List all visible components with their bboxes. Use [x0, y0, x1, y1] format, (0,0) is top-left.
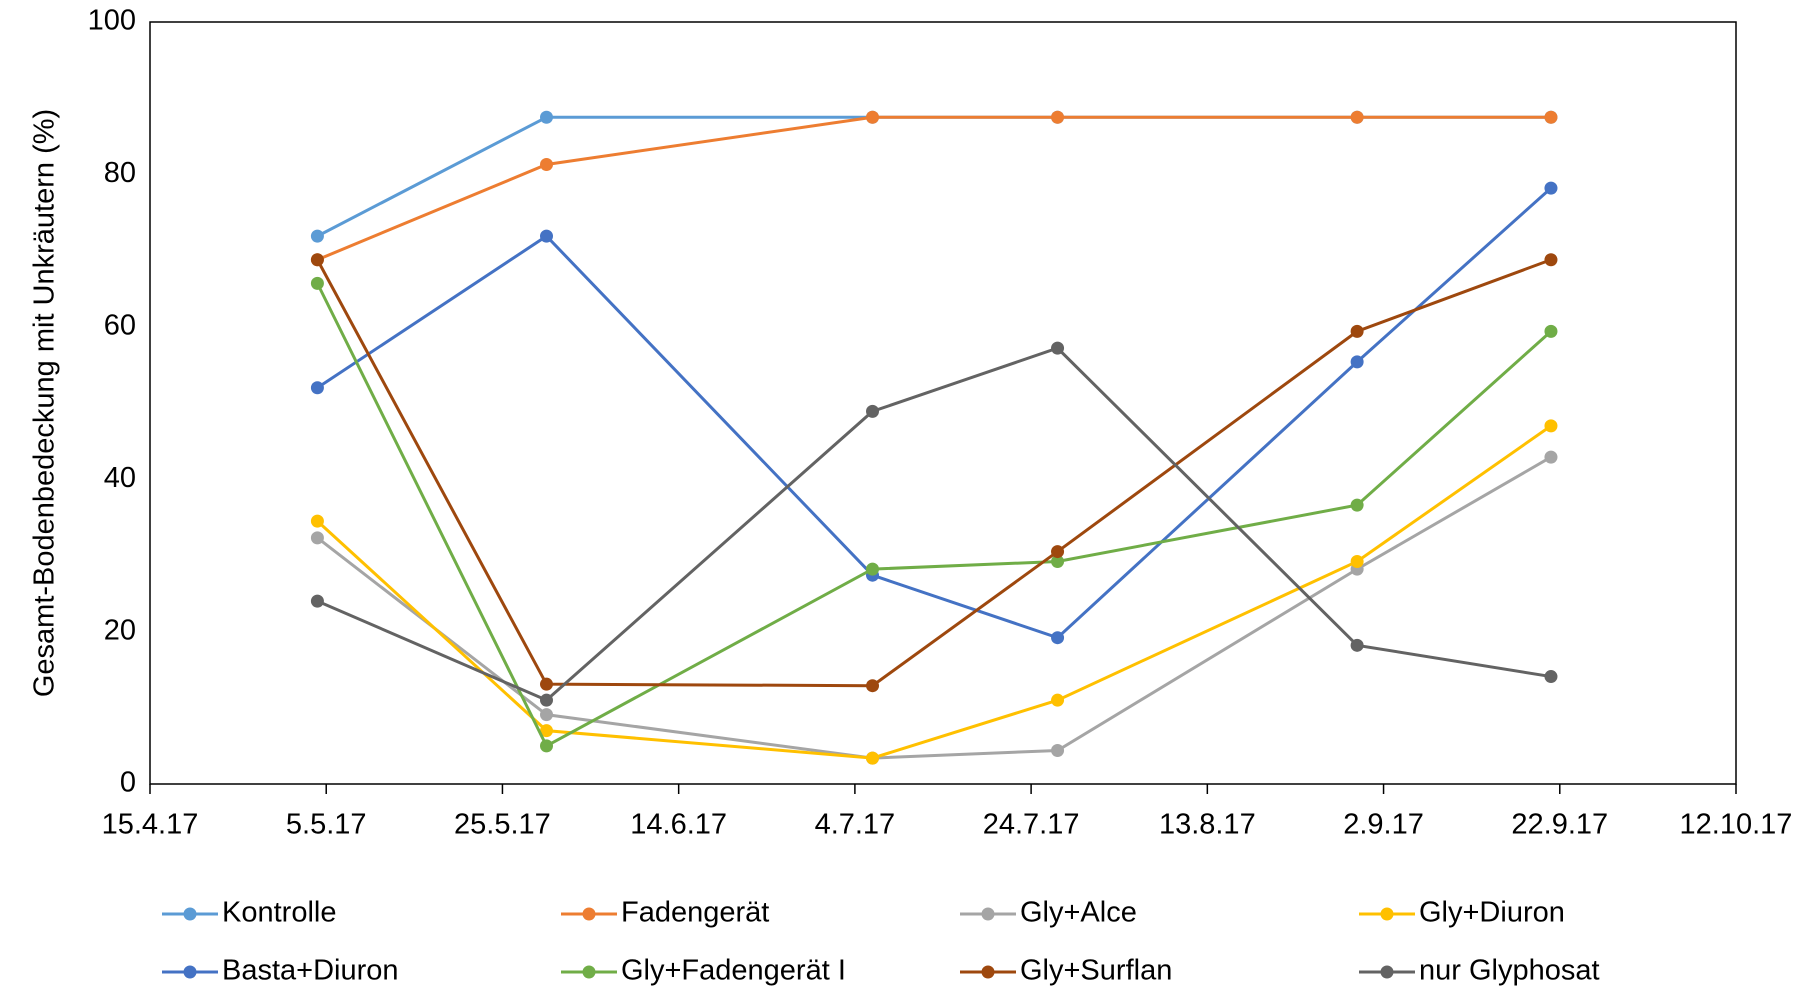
- data-point: [310, 531, 324, 545]
- legend-marker: [1380, 907, 1394, 921]
- x-tick-label: 25.5.17: [454, 809, 551, 841]
- data-point: [540, 677, 553, 691]
- legend-marker: [582, 907, 596, 921]
- data-point: [1350, 498, 1364, 512]
- data-point: [1544, 253, 1558, 267]
- series-line: [316, 346, 1552, 702]
- data-point: [310, 253, 324, 267]
- data-point: [1350, 554, 1364, 568]
- data-point: [866, 110, 880, 124]
- data-point: [310, 381, 324, 395]
- x-tick-label: 5.5.17: [286, 809, 367, 841]
- x-tick-label: 12.10.17: [1680, 809, 1793, 841]
- legend-label: Fadengerät: [621, 897, 769, 929]
- legend-label: Gly+Fadengerät I: [621, 955, 846, 987]
- legend-marker: [183, 907, 197, 921]
- data-point: [540, 157, 553, 171]
- legend-label: Gly+Diuron: [1419, 897, 1565, 929]
- x-tick-label: 24.7.17: [983, 809, 1080, 841]
- x-tick-label: 4.7.17: [815, 809, 896, 841]
- data-point: [1350, 110, 1364, 124]
- legend-marker: [981, 965, 995, 979]
- y-tick-label: 40: [104, 462, 136, 494]
- data-point: [866, 562, 880, 576]
- series-line: [316, 115, 1551, 238]
- data-point: [866, 404, 880, 418]
- data-point: [540, 693, 553, 707]
- data-point: [1544, 181, 1558, 195]
- y-axis-label: Gesamt-Bodenbedeckung mit Unkräutern (%): [29, 109, 61, 697]
- y-tick-label: 60: [104, 309, 136, 341]
- y-tick-label: 20: [104, 614, 136, 646]
- series-line: [316, 455, 1552, 760]
- series-line: [316, 258, 1552, 688]
- legend-label: Gly+Surflan: [1020, 955, 1172, 987]
- series-line: [316, 115, 1551, 262]
- data-point: [540, 229, 553, 243]
- plot-frame: [149, 21, 1737, 785]
- x-tick-label: 15.4.17: [102, 809, 199, 841]
- legend-label: nur Glyphosat: [1419, 955, 1600, 987]
- legend-marker: [582, 965, 596, 979]
- data-point: [1051, 554, 1065, 568]
- data-point: [1350, 324, 1364, 338]
- data-point: [540, 110, 553, 124]
- data-point: [310, 514, 324, 528]
- data-point: [310, 276, 324, 290]
- data-point: [310, 229, 324, 243]
- data-point: [866, 679, 880, 693]
- legend-label: Basta+Diuron: [222, 955, 399, 987]
- legend-label: Gly+Alce: [1020, 897, 1137, 929]
- data-point: [1051, 341, 1065, 355]
- series-line: [316, 282, 1552, 748]
- legend-marker: [981, 907, 995, 921]
- y-tick-label: 0: [120, 767, 136, 799]
- data-point: [1544, 419, 1558, 433]
- x-tick-label: 13.8.17: [1159, 809, 1256, 841]
- data-point: [1051, 545, 1065, 559]
- data-point: [1051, 693, 1065, 707]
- legend-marker: [1380, 965, 1394, 979]
- y-tick-label: 100: [88, 5, 136, 37]
- data-point: [540, 739, 553, 753]
- data-point: [1544, 110, 1558, 124]
- y-tick-label: 80: [104, 157, 136, 189]
- x-tick-label: 14.6.17: [630, 809, 727, 841]
- series-line: [316, 424, 1552, 760]
- data-point: [1051, 110, 1065, 124]
- data-point: [540, 724, 553, 738]
- data-point: [1051, 631, 1065, 645]
- data-point: [1544, 450, 1558, 464]
- data-point: [1350, 355, 1364, 369]
- data-point: [1051, 743, 1065, 757]
- data-point: [866, 751, 880, 765]
- data-point: [540, 708, 553, 722]
- legend-label: Kontrolle: [222, 897, 336, 929]
- data-point: [1544, 324, 1558, 338]
- data-point: [310, 594, 324, 608]
- data-point: [1544, 670, 1558, 684]
- x-tick-label: 2.9.17: [1343, 809, 1424, 841]
- data-point: [1350, 638, 1364, 652]
- series-line: [316, 186, 1552, 640]
- x-tick-label: 22.9.17: [1511, 809, 1608, 841]
- legend-marker: [183, 965, 197, 979]
